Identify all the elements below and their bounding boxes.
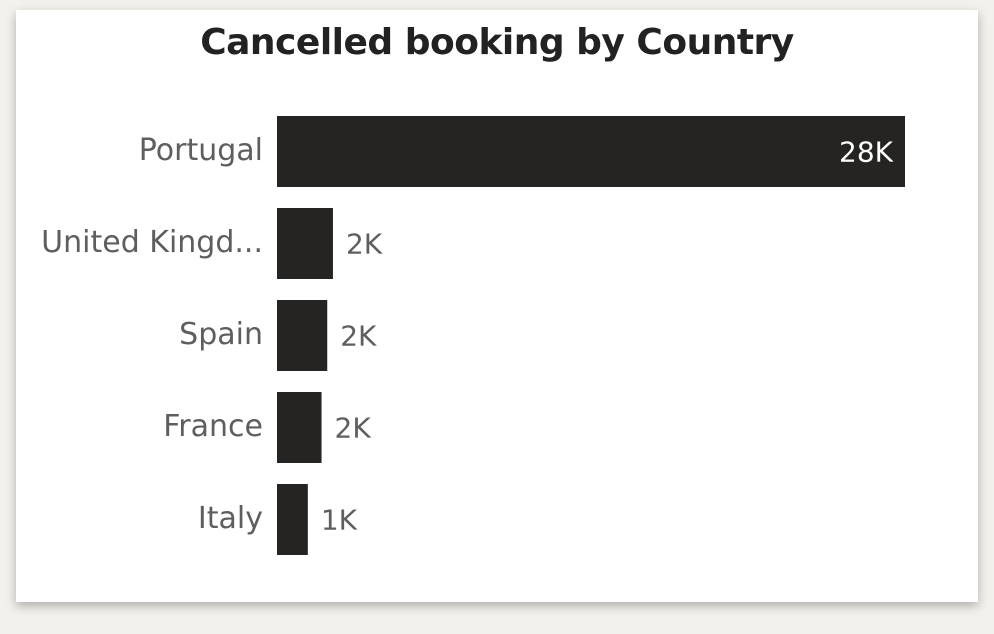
chart-title: Cancelled booking by Country (200, 22, 794, 63)
data-label: 1K (321, 504, 358, 537)
bar[interactable] (277, 392, 322, 463)
category-label: Portugal (139, 133, 263, 168)
category-label: United Kingd... (41, 225, 263, 260)
data-label: 2K (340, 320, 377, 353)
category-label: France (163, 409, 263, 444)
bar[interactable] (277, 116, 905, 187)
bar[interactable] (277, 484, 308, 555)
category-label: Spain (179, 317, 263, 352)
chart-card: Cancelled booking by Country Portugal 28K… (16, 10, 978, 602)
data-label: 2K (335, 412, 372, 445)
bar[interactable] (277, 300, 328, 371)
data-label: 2K (346, 228, 383, 261)
bar[interactable] (277, 208, 333, 279)
bar-chart: Portugal 28K United Kingd... 2K Spain 2K Franc… (41, 116, 905, 555)
category-label: Italy (198, 501, 263, 536)
data-label: 28K (839, 136, 894, 169)
